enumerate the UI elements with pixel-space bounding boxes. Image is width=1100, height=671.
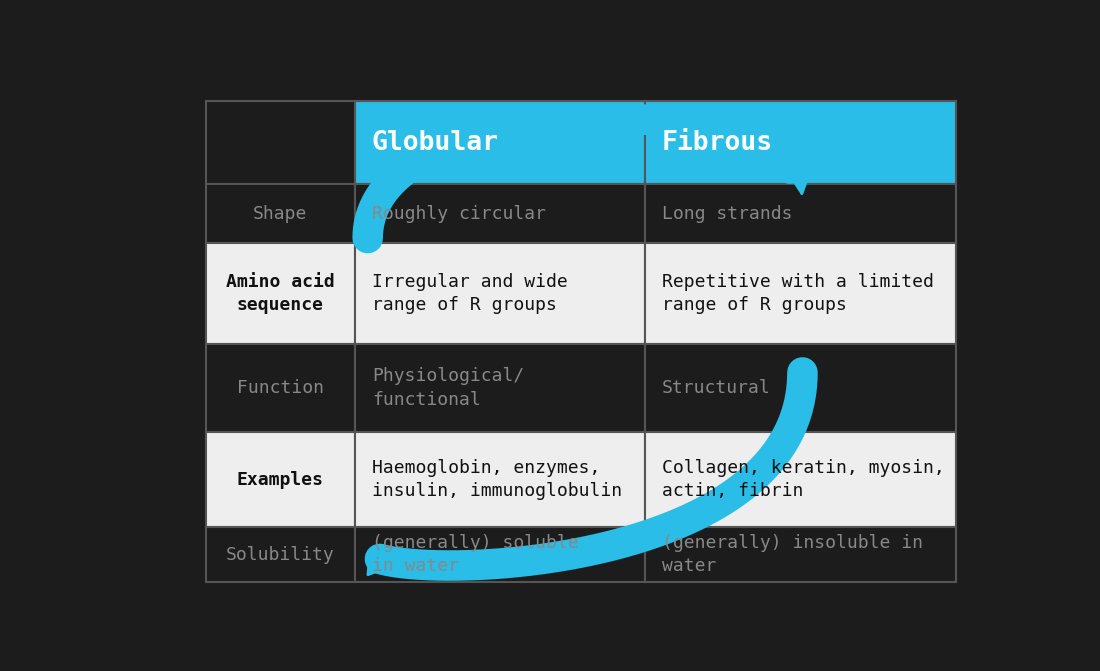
Text: Shape: Shape [253, 205, 308, 223]
Bar [206, 101, 355, 184]
Bar [355, 184, 645, 244]
Text: Examples: Examples [236, 470, 323, 488]
Text: Solubility: Solubility [226, 546, 334, 564]
Text: Long strands: Long strands [662, 205, 792, 223]
Bar [355, 432, 645, 527]
Bar [645, 184, 956, 244]
Text: Irregular and wide
range of R groups: Irregular and wide range of R groups [372, 273, 568, 315]
Text: Globular: Globular [372, 130, 499, 156]
Bar [645, 344, 956, 432]
Bar [645, 101, 956, 184]
Bar [355, 244, 645, 344]
Bar [206, 344, 355, 432]
Bar [645, 432, 956, 527]
Bar [645, 244, 956, 344]
Bar [206, 527, 355, 582]
Text: (generally) insoluble in
water: (generally) insoluble in water [662, 533, 923, 575]
Bar [645, 527, 956, 582]
Text: Fibrous: Fibrous [662, 130, 773, 156]
Bar [206, 184, 355, 244]
Text: Repetitive with a limited
range of R groups: Repetitive with a limited range of R gro… [662, 273, 934, 315]
Text: Collagen, keratin, myosin,
actin, fibrin: Collagen, keratin, myosin, actin, fibrin [662, 459, 945, 501]
Bar [355, 101, 645, 184]
Bar [206, 432, 355, 527]
Text: (generally) soluble
in water: (generally) soluble in water [372, 533, 579, 575]
Text: Amino acid
sequence: Amino acid sequence [226, 273, 334, 315]
Text: Function: Function [236, 379, 323, 397]
Text: Roughly circular: Roughly circular [372, 205, 546, 223]
Bar [355, 344, 645, 432]
Bar [355, 527, 645, 582]
Text: Haemoglobin, enzymes,
insulin, immunoglobulin: Haemoglobin, enzymes, insulin, immunoglo… [372, 459, 623, 501]
Text: Structural: Structural [662, 379, 770, 397]
Bar [206, 244, 355, 344]
Text: Physiological/
functional: Physiological/ functional [372, 367, 525, 409]
